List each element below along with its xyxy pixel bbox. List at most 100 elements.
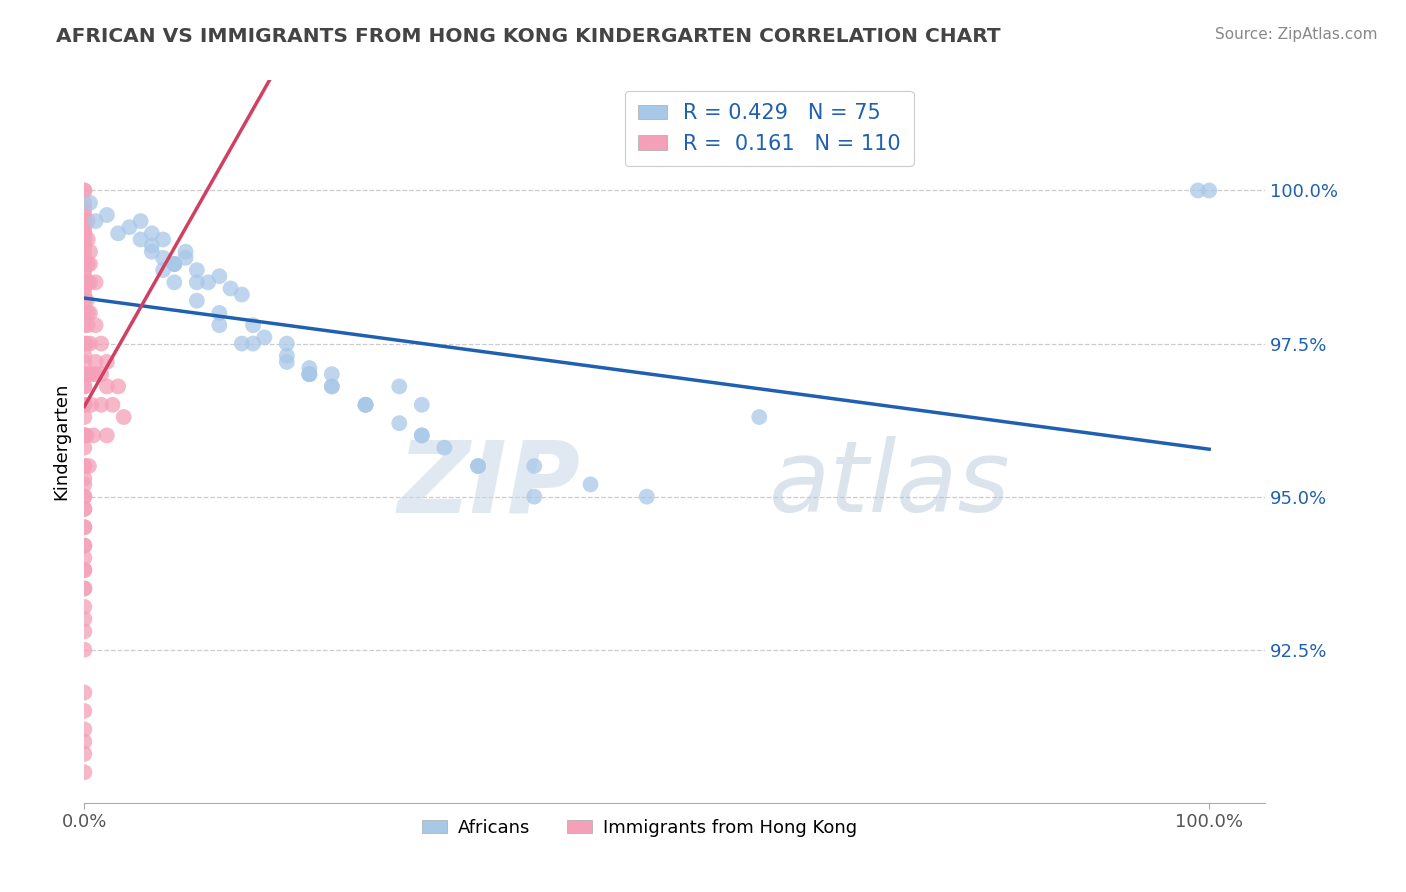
Point xyxy=(76,293,98,308)
Point xyxy=(90,336,112,351)
Point xyxy=(73,306,96,320)
Point xyxy=(73,195,96,210)
Point xyxy=(73,349,96,363)
Point xyxy=(73,520,96,534)
Point xyxy=(73,471,96,485)
Point xyxy=(208,306,231,320)
Point xyxy=(467,458,489,473)
Point xyxy=(276,355,298,369)
Point xyxy=(1198,184,1220,198)
Point xyxy=(82,428,104,442)
Point xyxy=(96,428,118,442)
Point xyxy=(77,367,100,381)
Point xyxy=(73,723,96,737)
Point xyxy=(73,624,96,639)
Point xyxy=(152,232,174,246)
Point xyxy=(73,367,96,381)
Point xyxy=(73,747,96,761)
Point xyxy=(73,458,96,473)
Point xyxy=(73,550,96,565)
Point xyxy=(388,379,411,393)
Point xyxy=(73,227,96,241)
Point xyxy=(84,355,107,369)
Point xyxy=(523,490,546,504)
Point xyxy=(73,685,96,699)
Point xyxy=(118,220,141,235)
Point xyxy=(73,582,96,596)
Point xyxy=(73,428,96,442)
Point xyxy=(579,477,602,491)
Point xyxy=(76,318,98,333)
Point xyxy=(219,281,242,295)
Point xyxy=(73,251,96,265)
Y-axis label: Kindergarten: Kindergarten xyxy=(52,383,70,500)
Text: Source: ZipAtlas.com: Source: ZipAtlas.com xyxy=(1215,27,1378,42)
Point xyxy=(96,379,118,393)
Point xyxy=(76,232,98,246)
Point xyxy=(73,398,96,412)
Point xyxy=(84,214,107,228)
Text: ZIP: ZIP xyxy=(398,436,581,533)
Point xyxy=(73,441,96,455)
Point xyxy=(1187,184,1209,198)
Point xyxy=(73,318,96,333)
Point xyxy=(141,227,163,241)
Point xyxy=(208,269,231,284)
Point xyxy=(186,276,208,290)
Point xyxy=(129,232,152,246)
Point xyxy=(73,336,96,351)
Point xyxy=(73,612,96,626)
Point xyxy=(73,276,96,290)
Point xyxy=(90,398,112,412)
Point xyxy=(77,458,100,473)
Point xyxy=(79,244,101,259)
Point xyxy=(163,257,186,271)
Point xyxy=(101,398,124,412)
Point xyxy=(298,361,321,376)
Point xyxy=(73,539,96,553)
Point xyxy=(73,379,96,393)
Point xyxy=(73,734,96,748)
Point xyxy=(73,490,96,504)
Point xyxy=(73,269,96,284)
Point xyxy=(73,355,96,369)
Point xyxy=(276,349,298,363)
Point xyxy=(112,410,135,425)
Point xyxy=(411,398,433,412)
Point xyxy=(84,367,107,381)
Point xyxy=(82,367,104,381)
Point xyxy=(73,293,96,308)
Point xyxy=(163,257,186,271)
Point xyxy=(73,502,96,516)
Point xyxy=(73,287,96,301)
Point xyxy=(73,563,96,577)
Point xyxy=(76,336,98,351)
Point xyxy=(321,379,343,393)
Point xyxy=(321,379,343,393)
Point xyxy=(76,306,98,320)
Point xyxy=(73,208,96,222)
Point xyxy=(186,293,208,308)
Point xyxy=(242,336,264,351)
Point xyxy=(231,287,253,301)
Point xyxy=(129,214,152,228)
Point xyxy=(73,458,96,473)
Point xyxy=(636,490,658,504)
Point xyxy=(76,214,98,228)
Point xyxy=(73,184,96,198)
Point xyxy=(388,416,411,430)
Point xyxy=(748,410,770,425)
Point xyxy=(96,355,118,369)
Point xyxy=(73,539,96,553)
Point xyxy=(163,257,186,271)
Text: AFRICAN VS IMMIGRANTS FROM HONG KONG KINDERGARTEN CORRELATION CHART: AFRICAN VS IMMIGRANTS FROM HONG KONG KIN… xyxy=(56,27,1001,45)
Point xyxy=(73,582,96,596)
Point xyxy=(354,398,377,412)
Point xyxy=(141,244,163,259)
Point xyxy=(73,563,96,577)
Point xyxy=(73,765,96,780)
Point xyxy=(73,599,96,614)
Point xyxy=(433,441,456,455)
Point xyxy=(76,276,98,290)
Point xyxy=(90,367,112,381)
